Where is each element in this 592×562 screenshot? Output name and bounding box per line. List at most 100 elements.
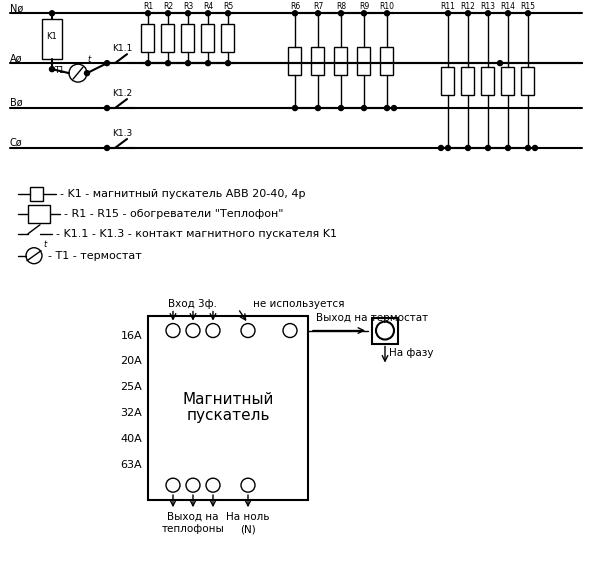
- Text: R7: R7: [313, 2, 323, 11]
- Circle shape: [506, 146, 510, 151]
- Circle shape: [362, 11, 366, 16]
- Bar: [381, 47, 394, 75]
- Circle shape: [241, 478, 255, 492]
- Circle shape: [166, 324, 180, 338]
- Circle shape: [391, 106, 397, 111]
- Text: теплофоны: теплофоны: [162, 524, 224, 534]
- Text: K1.3: K1.3: [112, 129, 132, 138]
- Circle shape: [226, 61, 230, 66]
- Circle shape: [485, 11, 491, 16]
- Circle shape: [362, 106, 366, 111]
- Text: На фазу: На фазу: [389, 348, 433, 359]
- Text: пускатель: пускатель: [186, 409, 270, 423]
- Circle shape: [146, 11, 150, 16]
- Bar: [358, 47, 371, 75]
- Circle shape: [526, 146, 530, 151]
- Text: t: t: [87, 55, 90, 64]
- Circle shape: [185, 61, 191, 66]
- Text: R1: R1: [143, 2, 153, 11]
- Text: Магнитный: Магнитный: [182, 392, 274, 407]
- Circle shape: [50, 11, 54, 16]
- Text: Bø: Bø: [10, 98, 22, 108]
- Circle shape: [316, 11, 320, 16]
- Text: R11: R11: [440, 2, 455, 11]
- Bar: [372, 318, 398, 343]
- Bar: [288, 47, 301, 75]
- Text: R2: R2: [163, 2, 173, 11]
- Text: не используется: не используется: [253, 298, 345, 309]
- Text: 32A: 32A: [120, 409, 142, 418]
- Circle shape: [384, 106, 390, 111]
- Bar: [334, 47, 348, 75]
- Text: K1: K1: [47, 31, 57, 40]
- Bar: [201, 24, 214, 52]
- Circle shape: [532, 146, 538, 151]
- Bar: [221, 24, 234, 52]
- Text: R12: R12: [461, 2, 475, 11]
- Circle shape: [206, 324, 220, 338]
- Circle shape: [339, 11, 343, 16]
- Bar: [162, 24, 175, 52]
- Text: 20A: 20A: [120, 356, 142, 366]
- Circle shape: [50, 67, 54, 71]
- Text: 63A: 63A: [120, 460, 142, 470]
- Circle shape: [69, 64, 87, 82]
- Text: R8: R8: [336, 2, 346, 11]
- Circle shape: [465, 146, 471, 151]
- Text: R3: R3: [183, 2, 193, 11]
- Circle shape: [376, 321, 394, 339]
- Circle shape: [497, 61, 503, 66]
- Circle shape: [339, 106, 343, 111]
- Text: T1: T1: [54, 66, 64, 75]
- Circle shape: [526, 11, 530, 16]
- Circle shape: [205, 61, 211, 66]
- Circle shape: [166, 11, 170, 16]
- Text: R6: R6: [290, 2, 300, 11]
- Text: Выход на термостат: Выход на термостат: [316, 312, 428, 323]
- Text: Nø: Nø: [10, 3, 23, 13]
- Circle shape: [105, 146, 110, 151]
- Text: - R1 - R15 - обогреватели "Теплофон": - R1 - R15 - обогреватели "Теплофон": [64, 209, 284, 219]
- Text: R13: R13: [481, 2, 496, 11]
- Circle shape: [283, 324, 297, 338]
- Text: Cø: Cø: [10, 138, 22, 148]
- Text: - K1 - магнитный пускатель АВВ 20-40, 4p: - K1 - магнитный пускатель АВВ 20-40, 4p: [60, 189, 305, 199]
- Circle shape: [166, 478, 180, 492]
- Bar: [442, 67, 455, 94]
- Circle shape: [26, 248, 42, 264]
- Text: R9: R9: [359, 2, 369, 11]
- Text: R14: R14: [500, 2, 516, 11]
- Circle shape: [485, 146, 491, 151]
- Text: - K1.1 - K1.3 - контакт магнитного пускателя K1: - K1.1 - K1.3 - контакт магнитного пуска…: [56, 229, 337, 239]
- Bar: [42, 19, 62, 59]
- Text: R5: R5: [223, 2, 233, 11]
- Circle shape: [506, 11, 510, 16]
- Text: K1.2: K1.2: [112, 89, 132, 98]
- Circle shape: [186, 324, 200, 338]
- Circle shape: [465, 11, 471, 16]
- Text: t: t: [43, 240, 46, 249]
- Circle shape: [292, 11, 298, 16]
- Circle shape: [146, 61, 150, 66]
- Circle shape: [185, 11, 191, 16]
- Circle shape: [186, 478, 200, 492]
- Bar: [141, 24, 155, 52]
- Circle shape: [241, 324, 255, 338]
- Text: R10: R10: [379, 2, 394, 11]
- Text: 25A: 25A: [120, 382, 142, 392]
- Bar: [522, 67, 535, 94]
- Text: 40A: 40A: [120, 434, 142, 445]
- Text: На ноль: На ноль: [226, 512, 270, 522]
- Text: R15: R15: [520, 2, 536, 11]
- Bar: [30, 187, 43, 201]
- Circle shape: [205, 11, 211, 16]
- Circle shape: [316, 106, 320, 111]
- Circle shape: [206, 478, 220, 492]
- Text: Выход на: Выход на: [168, 512, 219, 522]
- Text: R4: R4: [203, 2, 213, 11]
- Bar: [481, 67, 494, 94]
- Bar: [148, 316, 308, 500]
- Bar: [462, 67, 475, 94]
- Text: - T1 - термостат: - T1 - термостат: [48, 251, 141, 261]
- Text: Aø: Aø: [10, 53, 22, 63]
